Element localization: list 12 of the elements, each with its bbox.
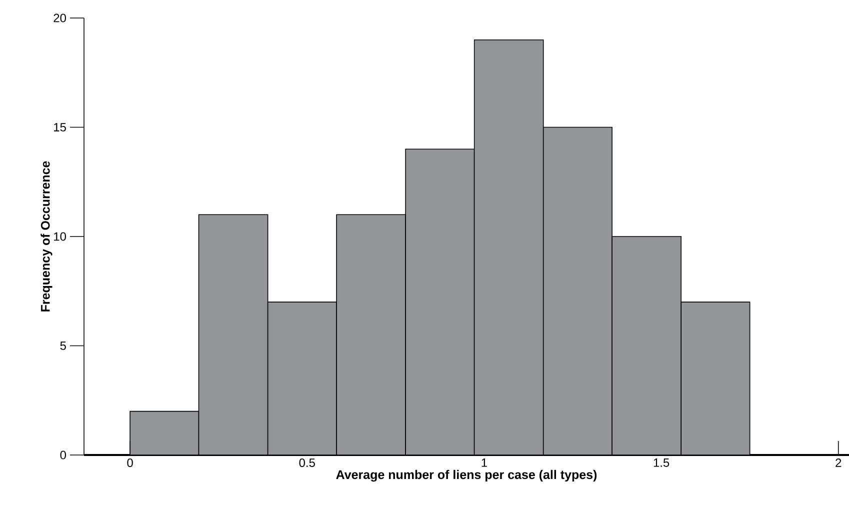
x-tick-label: 0 [127, 458, 133, 468]
y-tick-label: 15 [54, 123, 66, 132]
x-tick-label: 1 [482, 458, 487, 467]
y-tick-label: 10 [54, 232, 66, 241]
x-tick-label: 1.5 [654, 458, 670, 467]
y-tick-label: 20 [54, 14, 66, 22]
x-tick-label: 0.5 [299, 458, 315, 468]
x-tick-label: 2 [836, 458, 842, 467]
y-axis-title: Frequency of Occurrence [40, 161, 52, 312]
y-tick-label: 5 [60, 342, 66, 350]
y-tick-label: 0 [60, 450, 66, 460]
x-axis-title: Average number of liens per case (all types) [336, 470, 597, 482]
